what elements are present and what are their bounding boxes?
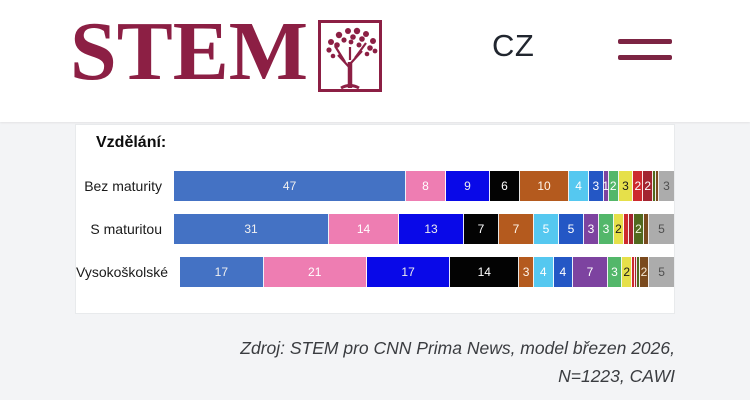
bar-segment-green: 2 [608, 171, 619, 201]
bar-segment-bright-blue: 13 [399, 214, 464, 244]
stacked-bar: 31 14 13 7 7 5 5 3 3 2 2 5 [174, 214, 674, 244]
hamburger-menu-icon[interactable] [618, 39, 672, 60]
bar-segment-bright-blue: 9 [445, 171, 491, 201]
bar-segment-red: 2 [633, 171, 644, 201]
bar-segment-sky-blue: 4 [569, 171, 589, 201]
chart-title: Vzdělání: [96, 134, 167, 151]
bar-segment-yellow: 2 [622, 257, 633, 287]
bar-segment-chocolate: 10 [519, 171, 570, 201]
category-label: S maturitou [90, 221, 162, 237]
hamburger-line [618, 39, 672, 44]
bar-segment-black: 7 [464, 214, 499, 244]
bar-segment-green: 3 [599, 214, 614, 244]
bar-segment-gray: 5 [649, 257, 674, 287]
bar-segment-dark-red: 2 [643, 171, 654, 201]
bar-segment-sky-blue: 4 [533, 257, 554, 287]
bar-segment-dark-brown [656, 171, 660, 201]
bar-segment-dark-red [629, 214, 634, 244]
stem-logo[interactable]: STEM [70, 5, 383, 98]
bar-segment-olive-green [637, 257, 640, 287]
bar-segment-dark-brown [644, 214, 649, 244]
stem-tree-icon [318, 20, 383, 97]
chart-row: S maturitou 31 14 13 7 7 5 5 3 3 2 2 5 [76, 214, 674, 244]
bar-segment-bright-blue: 17 [366, 257, 451, 287]
chart-row: Vysokoškolské 17 21 17 14 3 4 4 7 3 2 2 5 [76, 257, 674, 287]
bar-segment-black: 6 [490, 171, 520, 201]
bar-segment-gray: 3 [659, 171, 674, 201]
chart-row: Bez maturity 47 8 9 6 10 4 3 1 2 3 2 2 3 [76, 171, 674, 201]
bar-segment-purple: 7 [573, 257, 608, 287]
category-label: Vysokoškolské [76, 264, 169, 280]
category-label: Bez maturity [84, 178, 162, 194]
bar-segment-yellow: 2 [614, 214, 624, 244]
bar-segment-black: 14 [450, 257, 520, 287]
stacked-bar: 47 8 9 6 10 4 3 1 2 3 2 2 3 [174, 171, 674, 201]
source-line-2: N=1223, CAWI [558, 366, 675, 387]
bar-segment-royal-blue: 17 [180, 257, 264, 287]
bar-segment-purple: 3 [584, 214, 599, 244]
source-caption: Zdroj: STEM pro CNN Prima News, model bř… [240, 334, 675, 391]
bar-segment-medium-blue: 4 [553, 257, 574, 287]
chart-card: Vzdělání: Bez maturity 47 8 9 6 10 4 3 1 2 3 2 2 3 S m… [75, 124, 675, 314]
chart-rows: Bez maturity 47 8 9 6 10 4 3 1 2 3 2 2 3 S maturitou 31… [76, 171, 674, 300]
bar-segment-sky-blue: 5 [534, 214, 559, 244]
bar-segment-pink: 14 [329, 214, 399, 244]
bar-segment-olive-green [653, 171, 657, 201]
bar-segment-red [632, 257, 635, 287]
stacked-bar: 17 21 17 14 3 4 4 7 3 2 2 5 [180, 257, 674, 287]
bar-segment-yellow: 3 [618, 171, 634, 201]
bar-segment-medium-blue: 3 [588, 171, 604, 201]
bar-segment-dark-brown: 2 [639, 257, 650, 287]
bar-segment-dark-red [634, 257, 638, 287]
bar-segment-green: 3 [607, 257, 623, 287]
language-switch[interactable]: CZ [492, 28, 535, 63]
bar-segment-medium-blue: 5 [559, 214, 584, 244]
bar-segment-olive-green: 2 [634, 214, 644, 244]
bar-segment-red [624, 214, 629, 244]
bar-segment-chocolate: 3 [519, 257, 534, 287]
source-line-1: Zdroj: STEM pro CNN Prima News, model bř… [240, 338, 675, 358]
bar-segment-purple: 1 [602, 171, 609, 201]
bar-segment-royal-blue: 47 [174, 171, 407, 201]
bar-segment-chocolate: 7 [499, 214, 534, 244]
bar-segment-royal-blue: 31 [174, 214, 329, 244]
site-header: STEM CZ [0, 0, 750, 122]
stem-logo-text: STEM [70, 5, 309, 98]
hamburger-line [618, 55, 672, 60]
bar-segment-gray: 5 [649, 214, 674, 244]
bar-segment-pink: 21 [263, 257, 367, 287]
bar-segment-pink: 8 [406, 171, 446, 201]
